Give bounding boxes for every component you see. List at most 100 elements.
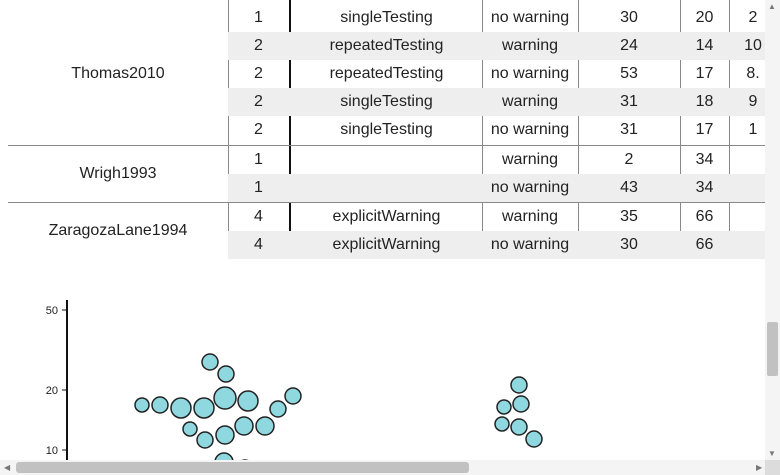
table-row: 4 explicitWarning no warning 30 66	[228, 231, 765, 259]
table-cell-c	[729, 203, 765, 231]
data-point	[234, 416, 254, 436]
table-cell-b: 34	[695, 179, 714, 196]
data-point	[525, 430, 543, 448]
table-cell-a: 53	[620, 65, 638, 82]
table-cell-b: 17	[695, 65, 714, 82]
table-cell-type: repeatedTesting	[329, 37, 444, 54]
table-cell-type	[290, 146, 483, 174]
table-cell-b: 66	[695, 208, 714, 225]
y-tick-label: 20	[46, 385, 58, 397]
table-cell-a: 24	[620, 37, 638, 54]
table-cell-n: 2	[254, 121, 263, 138]
table-cell-c: 10	[744, 37, 762, 54]
data-point	[201, 353, 219, 371]
table-cell-a: 30	[620, 9, 638, 26]
scroll-right-icon[interactable]: ▶	[756, 463, 763, 472]
table-row: 4 explicitWarning warning 35 66	[228, 203, 765, 231]
study-name: Thomas2010	[71, 65, 165, 82]
table-cell-type: singleTesting	[340, 93, 433, 110]
table-cell-type: repeatedTesting	[329, 65, 444, 82]
table-cell-a: 31	[620, 93, 638, 110]
data-point	[182, 421, 198, 437]
table-cell-a: 30	[620, 236, 638, 253]
table-cell-warning: no warning	[490, 9, 570, 26]
table-cell-type	[290, 174, 483, 202]
data-point	[512, 395, 530, 413]
data-point	[134, 397, 150, 413]
table-cell-type: singleTesting	[340, 121, 433, 138]
data-point	[170, 397, 192, 419]
column-divider	[228, 0, 229, 259]
table-cell-warning: warning	[501, 151, 559, 168]
table-cell-b: 17	[695, 121, 714, 138]
data-table: 1 singleTesting no warning 30 20 2 2 repeatedTe…	[8, 0, 765, 259]
table-cell-n: 2	[254, 65, 263, 82]
table-cell-n: 2	[254, 93, 263, 110]
table-cell-b: 20	[695, 9, 714, 26]
data-point	[510, 418, 528, 436]
data-point	[237, 390, 259, 412]
table-cell-warning: warning	[501, 208, 559, 225]
table-row: 2 repeatedTesting warning 24 14 10	[228, 32, 765, 60]
horizontal-scrollbar-thumb[interactable]	[16, 462, 469, 473]
table-cell-warning: no warning	[490, 65, 570, 82]
vertical-scrollbar-thumb[interactable]	[767, 322, 778, 376]
data-point	[151, 396, 169, 414]
scroll-up-icon[interactable]: ▲	[768, 2, 776, 11]
data-point	[215, 425, 235, 445]
column-divider	[578, 0, 579, 259]
table-row: 2 repeatedTesting no warning 53 17 8.	[228, 60, 765, 88]
data-point	[496, 399, 512, 415]
table-cell-c: 8.	[746, 65, 760, 82]
column-divider	[729, 0, 730, 259]
group-divider	[8, 145, 765, 146]
data-point	[193, 397, 215, 419]
group-divider	[8, 202, 765, 203]
data-point	[213, 386, 237, 410]
data-point	[196, 431, 214, 449]
table-cell-b: 66	[695, 236, 714, 253]
table-cell-warning: warning	[501, 37, 559, 54]
table-cell-c: 2	[748, 9, 758, 26]
table-cell-c	[729, 231, 765, 259]
table-cell-n: 2	[254, 37, 263, 54]
table-cell-a: 31	[620, 121, 638, 138]
table-cell-b: 18	[695, 93, 714, 110]
data-point	[255, 416, 275, 436]
table-cell-b: 14	[695, 37, 714, 54]
table-cell-c: 9	[748, 93, 758, 110]
table-row: 2 singleTesting no warning 31 17 1	[228, 116, 765, 144]
study-name: ZaragozaLane1994	[48, 222, 188, 239]
y-tick-label: 10	[46, 445, 58, 457]
table-cell-type: explicitWarning	[332, 208, 441, 225]
table-cell-a: 2	[624, 151, 634, 168]
table-row: 1 warning 2 34	[228, 146, 765, 174]
scroll-down-icon[interactable]: ▼	[768, 449, 776, 458]
table-row: 1 singleTesting no warning 30 20 2	[228, 4, 765, 32]
data-point	[214, 452, 234, 460]
table-cell-c	[729, 174, 765, 202]
scroll-left-icon[interactable]: ◀	[4, 463, 11, 472]
beeswarm-chart: 50 20 10	[46, 300, 543, 460]
column-divider	[680, 0, 681, 259]
table-row: 1 no warning 43 34	[228, 174, 765, 202]
vertical-scrollbar[interactable]	[765, 0, 780, 460]
table-cell-type: singleTesting	[340, 9, 433, 26]
table-row: 2 singleTesting warning 31 18 9	[228, 88, 765, 116]
data-point	[284, 387, 302, 405]
scrollbar-corner	[765, 460, 780, 475]
table-cell-n: 1	[254, 179, 263, 196]
table-cell-n: 1	[254, 151, 263, 168]
table-cell-n: 4	[254, 236, 263, 253]
table-cell-type: explicitWarning	[332, 236, 441, 253]
table-cell-a: 43	[620, 179, 638, 196]
table-cell-c	[729, 146, 765, 174]
table-cell-n: 4	[254, 208, 263, 225]
study-name: Wrigh1993	[79, 165, 157, 182]
table-cell-warning: no warning	[490, 179, 570, 196]
data-point	[494, 416, 510, 432]
table-cell-b: 34	[695, 151, 714, 168]
data-point	[217, 365, 235, 383]
y-tick-label: 50	[46, 305, 58, 317]
table-cell-a: 35	[620, 208, 638, 225]
